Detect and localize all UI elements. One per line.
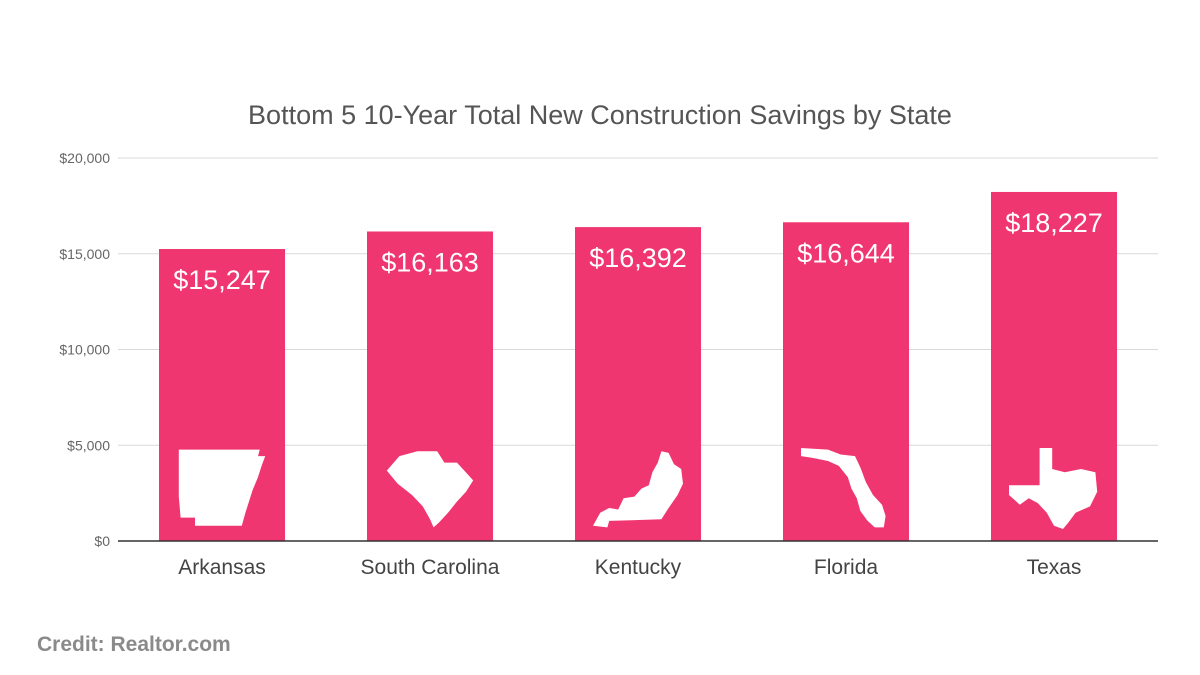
x-axis-labels: Arkansas South Carolina Kentucky Florida Tex…: [178, 556, 1081, 579]
bar-florida: [783, 222, 909, 541]
x-tick-label: Kentucky: [595, 556, 682, 579]
credit-text: Credit: Realtor.com: [37, 633, 231, 656]
x-tick-label: Arkansas: [178, 556, 266, 579]
data-label: $18,227: [1005, 208, 1103, 238]
y-tick-label: $5,000: [67, 437, 110, 453]
florida-state-icon: [801, 448, 886, 528]
texas-state-icon: [1009, 448, 1098, 529]
kentucky-state-icon: [593, 451, 683, 528]
y-tick-label: $15,000: [59, 246, 110, 262]
data-label: $15,247: [173, 265, 271, 295]
x-tick-label: South Carolina: [361, 556, 500, 579]
state-icons: [178, 448, 1098, 529]
arkansas-state-icon: [178, 449, 266, 526]
data-label: $16,163: [381, 247, 479, 277]
y-tick-label: $10,000: [59, 342, 110, 358]
data-label: $16,644: [797, 238, 895, 268]
data-label: $16,392: [589, 243, 687, 273]
chart-title: Bottom 5 10-Year Total New Construction …: [248, 100, 952, 130]
south-carolina-state-icon: [386, 451, 474, 528]
y-tick-label: $20,000: [59, 150, 110, 166]
data-labels: $15,247 $16,163 $16,392 $16,644 $18,227: [173, 208, 1103, 295]
x-tick-label: Texas: [1027, 556, 1082, 579]
x-tick-label: Florida: [814, 556, 879, 579]
y-axis-ticks: $0 $5,000 $10,000 $15,000 $20,000: [59, 150, 110, 549]
y-tick-label: $0: [94, 533, 110, 549]
